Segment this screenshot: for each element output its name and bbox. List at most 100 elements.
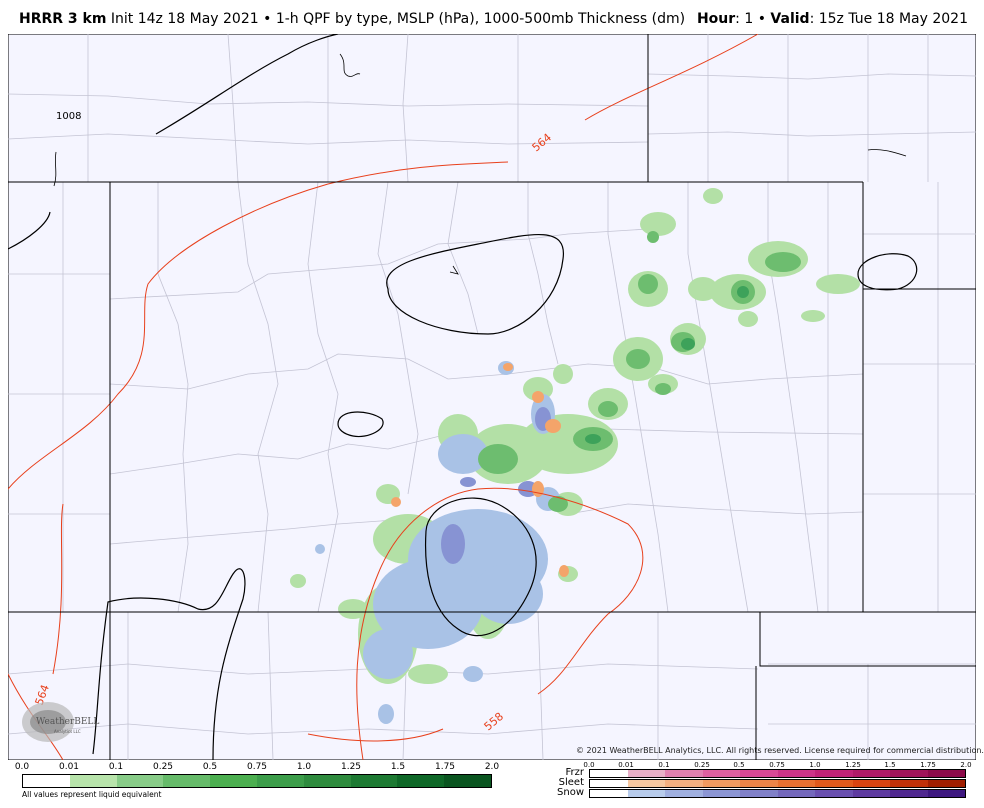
ptype-color-swatch — [890, 770, 928, 777]
rain-heavy-areas — [585, 286, 749, 444]
state-borders — [8, 34, 976, 760]
ptype-color-swatch — [702, 780, 740, 787]
ptype-label-sleet: Sleet — [558, 777, 584, 788]
qpf-legend-label: 0.01 — [58, 762, 80, 772]
qpf-color-swatch — [69, 775, 117, 787]
sleet-areas — [391, 363, 569, 577]
ptype-color-swatch — [740, 780, 778, 787]
ptype-color-swatch — [590, 780, 628, 787]
logo-subtext: Analytics LLC — [54, 729, 81, 734]
ptype-color-swatch — [815, 790, 853, 797]
county-lines — [8, 34, 976, 760]
isobar-label-1008: 1008 — [56, 111, 81, 122]
ptype-tick: 0.01 — [618, 761, 634, 769]
model-name: HRRR 3 km — [19, 11, 107, 27]
qpf-color-swatch — [397, 775, 445, 787]
ptype-color-swatch — [627, 780, 665, 787]
ptype-tick: 0.75 — [769, 761, 785, 769]
qpf-color-swatch — [256, 775, 304, 787]
valid-value: 15z Tue 18 May 2021 — [818, 11, 968, 27]
valid-colon: : — [809, 11, 819, 27]
ptype-color-swatch — [890, 780, 928, 787]
ptype-tick: 1.75 — [920, 761, 936, 769]
ptype-color-swatch — [890, 790, 928, 797]
map-background — [8, 34, 976, 760]
ptype-color-swatch — [852, 790, 890, 797]
qpf-color-swatch — [163, 775, 211, 787]
logo-swirl-inner — [30, 710, 66, 734]
map-title: HRRR 3 km Init 14z 18 May 2021 • 1-h QPF… — [19, 11, 685, 27]
ptype-tick: 1.25 — [845, 761, 861, 769]
valid-label: Valid — [770, 11, 810, 27]
hour-label: Hour — [696, 11, 736, 27]
qpf-color-swatch — [210, 775, 257, 787]
qpf-legend-label: 0.25 — [152, 762, 174, 772]
weather-map: 564 564 558 1008 WeatherBELL Analytics L… — [8, 34, 976, 760]
copyright-notice: © 2021 WeatherBELL Analytics, LLC. All r… — [576, 746, 984, 755]
ptype-color-swatch — [590, 770, 628, 777]
ptype-tick: 0.1 — [658, 761, 670, 769]
hour-colon: : — [735, 11, 745, 27]
logo-text: WeatherBELL — [36, 717, 99, 727]
ptype-bar-frzr — [589, 769, 966, 778]
ptype-tick: 0.0 — [583, 761, 595, 769]
ptype-label-frzr: Frzr — [565, 767, 585, 778]
ptype-color-swatch — [665, 790, 703, 797]
qpf-color-swatch — [350, 775, 398, 787]
ptype-color-swatch — [777, 780, 815, 787]
forecast-time: Hour: 1 • Valid: 15z Tue 18 May 2021 — [697, 11, 968, 27]
hour-value: 1 — [744, 11, 754, 27]
qpf-legend-label: 2.0 — [484, 762, 500, 772]
ptype-color-swatch — [927, 770, 965, 777]
ptype-tick: 1.0 — [809, 761, 821, 769]
product-description: 1-h QPF by type, MSLP (hPa), 1000-500mb … — [275, 11, 686, 27]
lakes — [53, 53, 907, 275]
ptype-color-swatch — [852, 780, 890, 787]
ptype-color-swatch — [852, 770, 890, 777]
isobars — [8, 34, 918, 760]
ptype-color-swatch — [665, 770, 703, 777]
ptype-color-swatch — [590, 790, 628, 797]
ptype-tick: 1.5 — [884, 761, 896, 769]
title-separator-1: • — [263, 11, 276, 27]
ptype-color-swatch — [627, 790, 665, 797]
ptype-color-swatch — [740, 790, 778, 797]
ptype-color-swatch — [740, 770, 778, 777]
qpf-legend-label: 0.5 — [202, 762, 218, 772]
precipitation — [290, 188, 860, 724]
thickness-contours — [8, 34, 759, 760]
rain-medium-areas — [478, 231, 801, 512]
qpf-color-swatch — [444, 775, 491, 787]
ptype-tick: 0.25 — [694, 761, 710, 769]
ptype-color-swatch — [702, 790, 740, 797]
ptype-bar-snow — [589, 789, 966, 798]
ptype-bar-sleet — [589, 779, 966, 788]
ptype-color-swatch — [927, 790, 965, 797]
snow-light-areas — [315, 361, 560, 724]
qpf-color-swatch — [116, 775, 164, 787]
legend-note: All values represent liquid equivalent — [22, 790, 162, 799]
qpf-legend-label: 1.75 — [434, 762, 456, 772]
qpf-legend-label: 1.5 — [390, 762, 406, 772]
qpf-legend-label: 0.0 — [14, 762, 30, 772]
ptype-color-swatch — [777, 770, 815, 777]
qpf-legend-label: 0.75 — [246, 762, 268, 772]
ptype-color-swatch — [777, 790, 815, 797]
init-time: Init 14z 18 May 2021 — [110, 11, 259, 27]
ptype-tick: 2.0 — [960, 761, 972, 769]
qpf-legend-label: 1.25 — [340, 762, 362, 772]
ptype-tick: 0.5 — [733, 761, 745, 769]
ptype-color-swatch — [627, 770, 665, 777]
weatherbell-logo: WeatherBELL Analytics LLC — [22, 702, 99, 742]
title-separator-2: • — [757, 11, 771, 27]
ptype-color-swatch — [815, 780, 853, 787]
qpf-color-bar — [22, 774, 492, 788]
qpf-legend-label: 1.0 — [296, 762, 312, 772]
map-header: HRRR 3 km Init 14z 18 May 2021 • 1-h QPF… — [0, 0, 984, 34]
ptype-label-snow: Snow — [557, 787, 584, 798]
ptype-color-swatch — [665, 780, 703, 787]
qpf-color-swatch — [23, 775, 70, 787]
qpf-color-swatch — [303, 775, 351, 787]
ptype-color-swatch — [927, 780, 965, 787]
ptype-color-swatch — [815, 770, 853, 777]
